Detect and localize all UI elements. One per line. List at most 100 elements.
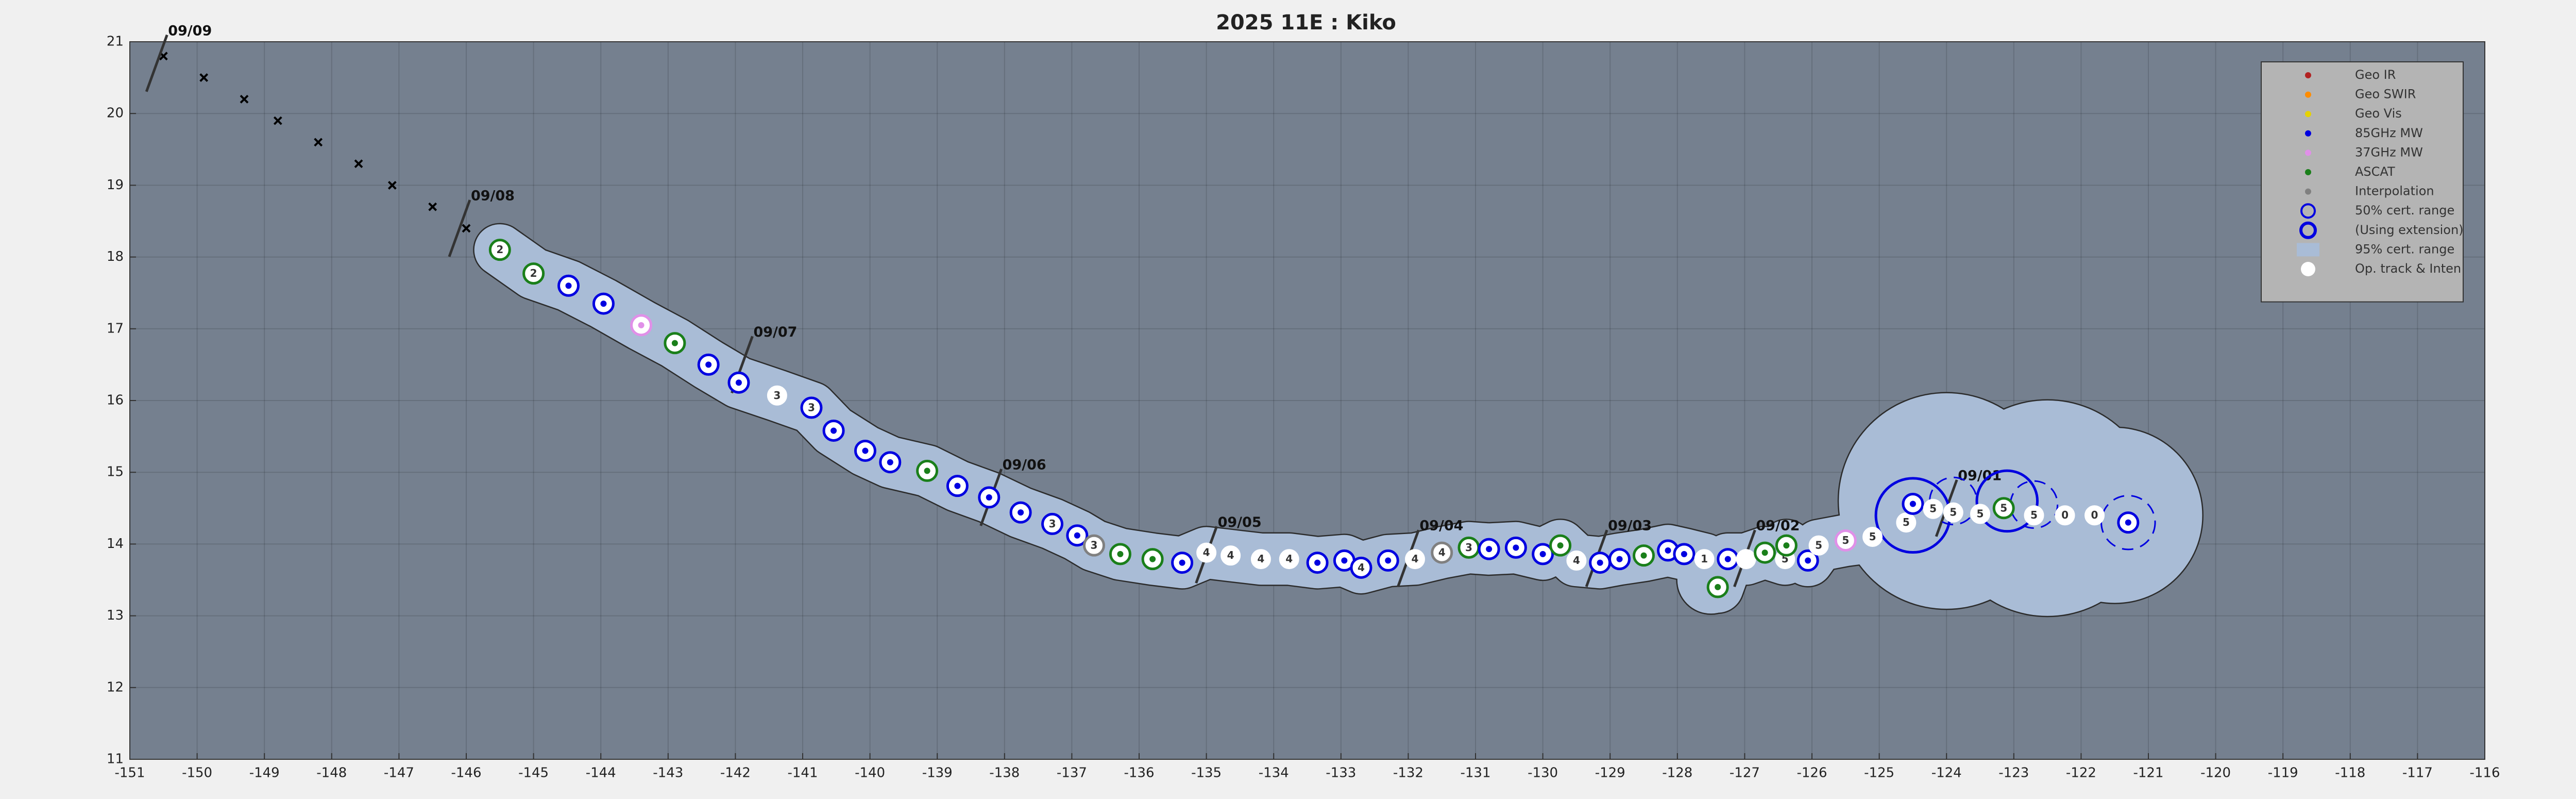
track-point — [1834, 529, 1857, 552]
x-tick-label: -146 — [451, 765, 481, 781]
track-point — [522, 262, 545, 285]
source-dot — [1805, 557, 1811, 564]
x-tick-label: -151 — [114, 765, 145, 781]
source-dot — [735, 379, 742, 386]
legend-marker — [2305, 130, 2311, 137]
source-dot — [1341, 557, 1348, 564]
x-tick-label: -140 — [855, 765, 885, 781]
intensity-label: 5 — [1929, 503, 1937, 515]
x-marker — [240, 94, 249, 104]
source-dot — [862, 447, 869, 454]
intensity-label: 0 — [2061, 509, 2069, 521]
x-tick-label: -131 — [1460, 765, 1490, 781]
legend-label: Interpolation — [2355, 184, 2434, 198]
source-dot — [671, 340, 678, 346]
legend-marker — [2305, 188, 2311, 195]
legend-label: ASCAT — [2355, 164, 2395, 179]
track-point — [800, 396, 823, 419]
x-tick-label: -138 — [989, 765, 1020, 781]
legend-label: 50% cert. range — [2355, 203, 2454, 218]
legend-marker — [2297, 243, 2319, 257]
x-tick-label: -132 — [1393, 765, 1423, 781]
intensity-label: 3 — [1091, 539, 1098, 552]
x-tick-label: -134 — [1259, 765, 1289, 781]
legend-marker — [2305, 72, 2311, 78]
x-tick-label: -122 — [2066, 765, 2096, 781]
source-dot — [1179, 559, 1185, 566]
date-label: 09/06 — [1003, 457, 1046, 473]
x-marker — [387, 180, 397, 190]
x-tick-label: -147 — [384, 765, 414, 781]
intensity-label: 5 — [1977, 507, 1984, 520]
x-tick-label: -129 — [1595, 765, 1625, 781]
source-dot — [2125, 519, 2131, 526]
intensity-label: 3 — [1465, 541, 1472, 554]
date-label: 09/09 — [168, 23, 212, 39]
source-dot — [600, 301, 607, 307]
x-tick-label: -135 — [1191, 765, 1222, 781]
legend-marker — [2305, 91, 2311, 98]
intensity-label: 4 — [1573, 554, 1580, 567]
date-label: 09/04 — [1419, 518, 1463, 534]
source-dot — [1743, 556, 1750, 562]
track-point — [767, 385, 787, 406]
intensity-label: 0 — [2091, 509, 2098, 521]
date-label: 09/08 — [471, 188, 515, 204]
intensity-label: 5 — [1950, 506, 1957, 519]
x-tick-label: -123 — [1998, 765, 2029, 781]
x-tick-label: -137 — [1057, 765, 1087, 781]
x-tick-label: -119 — [2268, 765, 2298, 781]
intensity-label: 5 — [1869, 530, 1876, 543]
date-label: 09/01 — [1958, 468, 2002, 484]
source-dot — [924, 468, 930, 474]
track-point — [1566, 550, 1587, 571]
intensity-label: 4 — [1411, 553, 1418, 565]
track-point — [1992, 497, 2015, 520]
track-point — [2055, 505, 2075, 526]
y-tick-label: 16 — [107, 393, 124, 408]
legend-marker — [2299, 221, 2317, 239]
x-tick-label: -136 — [1124, 765, 1154, 781]
intensity-label: 5 — [1815, 539, 1822, 552]
x-tick-label: -126 — [1797, 765, 1827, 781]
y-tick-label: 18 — [107, 249, 124, 264]
x-tick-label: -133 — [1326, 765, 1356, 781]
track-point — [1694, 549, 1715, 570]
track-point — [488, 239, 511, 261]
legend: Geo IR Geo SWIR Geo Vis 85GHz MW 37GHz MW ASC… — [2261, 61, 2464, 303]
source-dot — [1681, 551, 1687, 557]
source-dot — [1018, 509, 1024, 516]
legend-label: 37GHz MW — [2355, 145, 2423, 159]
source-dot — [1513, 544, 1519, 551]
source-dot — [1783, 542, 1790, 549]
x-marker — [314, 138, 323, 147]
y-tick-label: 20 — [107, 106, 124, 121]
legend-marker — [2301, 262, 2315, 276]
source-dot — [1715, 584, 1721, 590]
x-tick-label: -143 — [653, 765, 683, 781]
intensity-label: 1 — [1701, 553, 1708, 565]
intensity-label: 2 — [530, 267, 537, 279]
x-tick-label: -141 — [787, 765, 818, 781]
intensity-label: 3 — [1049, 518, 1056, 530]
y-tick-label: 21 — [107, 34, 124, 49]
source-dot — [1149, 556, 1156, 562]
x-marker — [199, 73, 209, 82]
intensity-label: 5 — [2030, 509, 2038, 521]
x-tick-label: -150 — [182, 765, 212, 781]
x-tick-label: -116 — [2469, 765, 2500, 781]
legend-label: 95% cert. range — [2355, 242, 2454, 256]
y-tick-label: 19 — [107, 177, 124, 193]
intensity-label: 4 — [1257, 553, 1264, 565]
x-marker — [428, 202, 437, 211]
x-tick-label: -128 — [1662, 765, 1692, 781]
source-dot — [954, 482, 961, 489]
x-marker — [273, 116, 282, 125]
x-tick-label: -124 — [1931, 765, 1962, 781]
cert50-ring — [2009, 480, 2059, 529]
track-point — [1221, 545, 1241, 566]
source-dot — [1597, 559, 1603, 566]
x-tick-label: -120 — [2200, 765, 2231, 781]
intensity-label: 5 — [1903, 516, 1910, 528]
x-marker — [462, 224, 471, 233]
